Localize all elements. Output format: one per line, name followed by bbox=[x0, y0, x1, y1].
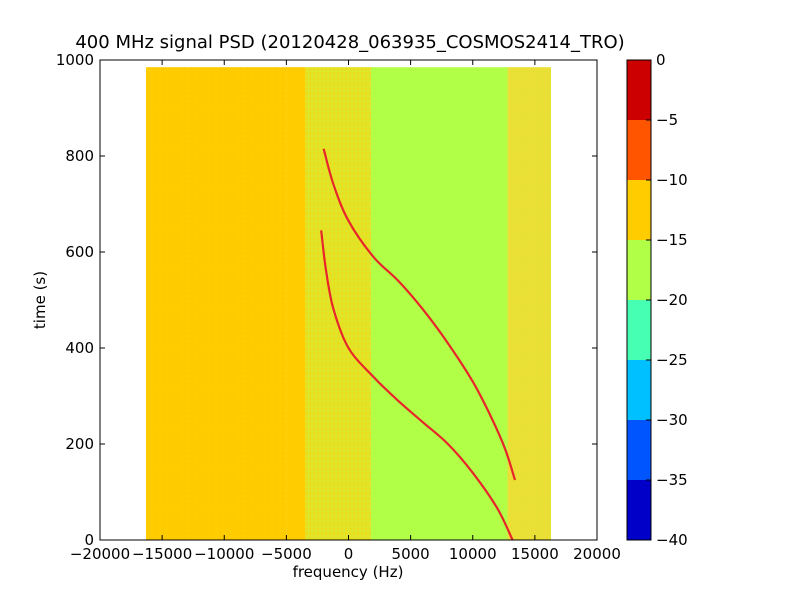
colorbar-tick-label: −30 bbox=[656, 411, 688, 429]
x-tick-label: 15000 bbox=[511, 545, 559, 563]
colorbar-tick-label: −5 bbox=[656, 111, 678, 129]
colorbar-segment-6 bbox=[627, 420, 651, 480]
x-tick-label: −15000 bbox=[132, 545, 192, 563]
x-tick-label: −20000 bbox=[70, 545, 130, 563]
colorbar-tick-label: −25 bbox=[656, 351, 688, 369]
x-axis-label: frequency (Hz) bbox=[293, 563, 404, 581]
colorbar-segment-3 bbox=[627, 240, 651, 300]
y-tick-label: 800 bbox=[65, 147, 94, 165]
y-tick-label: 0 bbox=[84, 531, 94, 549]
signal-trace-0 bbox=[322, 148, 517, 481]
signal-trace-1 bbox=[320, 230, 514, 541]
plot-area: −20000 −15000 −10000 −5000 0 5000 10000 15000 20… bbox=[56, 51, 621, 563]
x-tick-label: 5000 bbox=[392, 545, 430, 563]
x-tick-label: −10000 bbox=[194, 545, 254, 563]
colorbar-tick-label: 0 bbox=[656, 51, 666, 69]
colorbar-segment-0 bbox=[627, 60, 651, 120]
colorbar-tick-label: −10 bbox=[656, 171, 688, 189]
colorbar-tick-label: −20 bbox=[656, 291, 688, 309]
colorbar-segment-2 bbox=[627, 180, 651, 240]
y-axis-label: time (s) bbox=[31, 271, 49, 329]
psd-band-1 bbox=[286, 67, 306, 540]
x-tick-label: 10000 bbox=[449, 545, 497, 563]
colorbar-segment-7 bbox=[627, 480, 651, 540]
y-tick-label: 600 bbox=[65, 243, 94, 261]
psd-texture bbox=[149, 67, 546, 540]
psd-band-4 bbox=[507, 67, 552, 540]
y-tick-label: 200 bbox=[65, 435, 94, 453]
colorbar-tick-label: −35 bbox=[656, 471, 688, 489]
x-tick-label: 0 bbox=[344, 545, 354, 563]
colorbar-segment-1 bbox=[627, 120, 651, 180]
psd-band-3 bbox=[370, 67, 508, 540]
psd-band-0 bbox=[145, 67, 287, 540]
x-tick-label: 20000 bbox=[573, 545, 621, 563]
chart-title: 400 MHz signal PSD (20120428_063935_COSM… bbox=[75, 32, 624, 53]
colorbar-tick-label: −40 bbox=[656, 531, 688, 549]
colorbar-segment-4 bbox=[627, 300, 651, 360]
y-tick-label: 1000 bbox=[56, 51, 94, 69]
colorbar-segment-5 bbox=[627, 360, 651, 420]
x-tick-label: −5000 bbox=[261, 545, 312, 563]
colorbar: 0 −5 −10 −15 −20 −25 −30 −35 −40 bbox=[626, 51, 688, 549]
y-tick-label: 400 bbox=[65, 339, 94, 357]
colorbar-tick-label: −15 bbox=[656, 231, 688, 249]
